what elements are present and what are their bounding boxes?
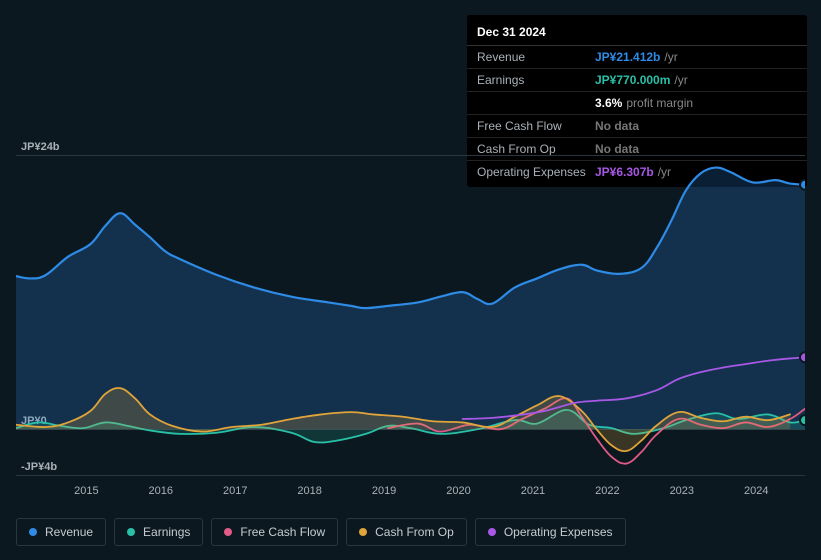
x-axis-label: 2022 — [595, 485, 619, 497]
legend-dot-icon — [29, 528, 37, 536]
legend-label: Cash From Op — [375, 525, 454, 539]
x-axis-label: 2019 — [372, 485, 396, 497]
tooltip-row: 3.6%profit margin — [467, 92, 807, 115]
legend-label: Earnings — [143, 525, 190, 539]
legend-item[interactable]: Free Cash Flow — [211, 518, 338, 546]
legend-dot-icon — [359, 528, 367, 536]
gridline — [16, 475, 805, 476]
legend-item[interactable]: Operating Expenses — [475, 518, 626, 546]
x-axis-label: 2023 — [670, 485, 694, 497]
y-axis-label: JP¥24b — [21, 141, 60, 153]
tooltip-row: Free Cash FlowNo data — [467, 115, 807, 138]
tooltip-row: RevenueJP¥21.412b/yr — [467, 46, 807, 69]
legend-item[interactable]: Earnings — [114, 518, 203, 546]
series-end-dot — [800, 415, 805, 425]
legend: Revenue Earnings Free Cash Flow Cash From O… — [16, 518, 626, 546]
x-axis-label: 2021 — [521, 485, 545, 497]
chart-svg — [16, 155, 805, 475]
x-axis-label: 2018 — [297, 485, 321, 497]
tooltip-row-value: 3.6%profit margin — [595, 96, 693, 110]
x-axis-label: 2017 — [223, 485, 247, 497]
legend-item[interactable]: Cash From Op — [346, 518, 467, 546]
tooltip-row-label — [477, 96, 595, 110]
tooltip-row-value: No data — [595, 119, 639, 133]
tooltip-row-value: JP¥21.412b/yr — [595, 50, 678, 64]
tooltip-row-label: Free Cash Flow — [477, 119, 595, 133]
x-axis-label: 2020 — [446, 485, 470, 497]
tooltip-date: Dec 31 2024 — [467, 19, 807, 46]
legend-label: Free Cash Flow — [240, 525, 325, 539]
tooltip-row-label: Revenue — [477, 50, 595, 64]
legend-dot-icon — [127, 528, 135, 536]
legend-dot-icon — [488, 528, 496, 536]
legend-dot-icon — [224, 528, 232, 536]
x-axis-label: 2016 — [149, 485, 173, 497]
chart-area — [16, 155, 805, 475]
tooltip-row-label: Cash From Op — [477, 142, 595, 156]
tooltip-row-value: JP¥770.000m/yr — [595, 73, 688, 87]
x-axis-label: 2024 — [744, 485, 768, 497]
series-end-dot — [800, 352, 805, 362]
x-axis-label: 2015 — [74, 485, 98, 497]
series-area — [16, 168, 805, 430]
series-end-dot — [800, 180, 805, 190]
tooltip-row-value: No data — [595, 142, 639, 156]
legend-label: Operating Expenses — [504, 525, 613, 539]
legend-item[interactable]: Revenue — [16, 518, 106, 546]
legend-label: Revenue — [45, 525, 93, 539]
tooltip-row: EarningsJP¥770.000m/yr — [467, 69, 807, 92]
tooltip-row-label: Earnings — [477, 73, 595, 87]
